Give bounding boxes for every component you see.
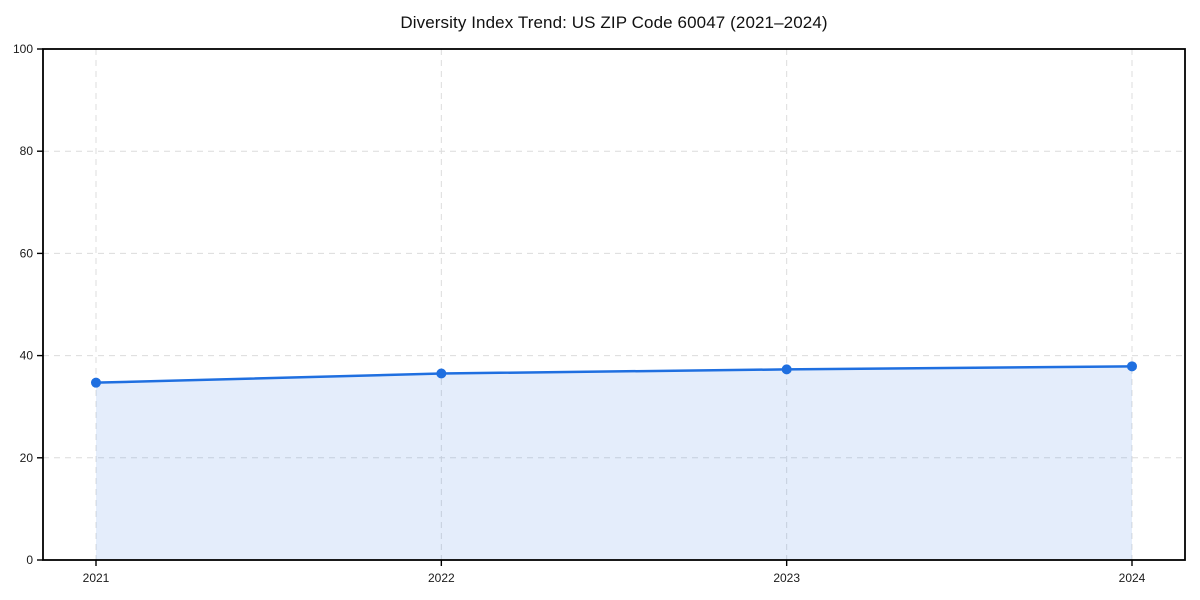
- data-point-marker: [781, 364, 792, 375]
- y-tick-label: 100: [13, 42, 33, 56]
- y-tick-label: 60: [20, 246, 34, 260]
- data-point-marker: [436, 368, 447, 379]
- data-point-marker: [1127, 361, 1137, 372]
- series-area-fill: [96, 366, 1132, 560]
- y-tick-label: 0: [26, 553, 33, 567]
- series-line: [94, 365, 1134, 384]
- plot-border: [42, 48, 1186, 561]
- x-tick-label: 2024: [1119, 571, 1146, 585]
- x-tick-label: 2022: [428, 571, 455, 585]
- data-point-marker: [91, 377, 101, 388]
- y-tick-label: 40: [20, 349, 34, 363]
- y-tick-label: 20: [20, 451, 34, 465]
- x-tick-label: 2023: [773, 571, 800, 585]
- chart-title: Diversity Index Trend: US ZIP Code 60047…: [400, 13, 828, 32]
- x-tick-label: 2021: [83, 571, 110, 585]
- y-tick-label: 80: [20, 144, 34, 158]
